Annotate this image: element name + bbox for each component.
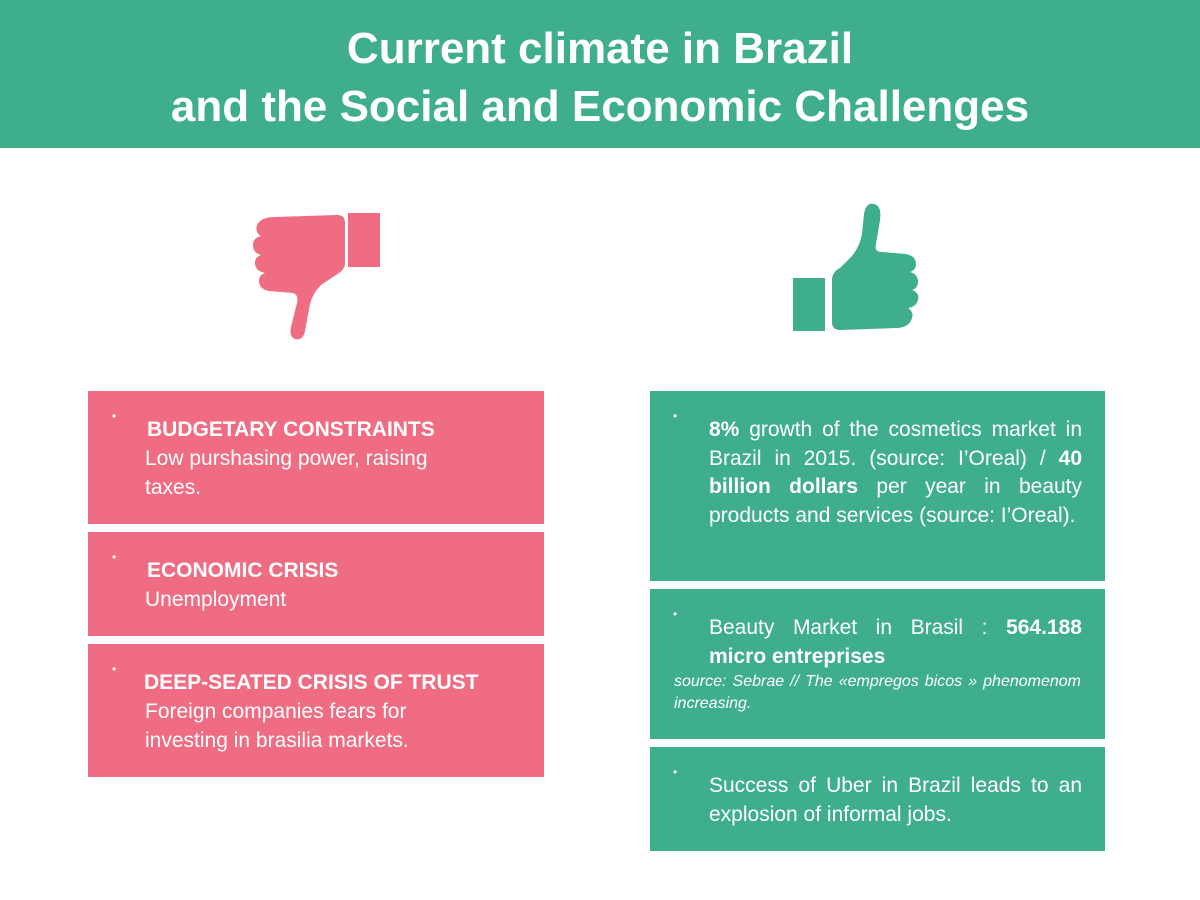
thumbs-up-icon [793,203,919,331]
bullet-icon: • [673,765,678,779]
source-note: source: Sebrae // The «empregos bicos » … [674,673,1081,712]
challenge-title: DEEP-SEATED CRISIS OF TRUST [144,671,479,694]
opportunity-text: 8% growth of the cosmetics market in Bra… [709,418,1083,527]
bullet-icon: • [673,409,678,423]
opportunity-card: • Success of Uber in Brazil leads to an … [650,747,1105,851]
challenge-card: • BUDGETARY CONSTRAINTS Low purshasing p… [88,391,544,524]
challenge-card: • DEEP-SEATED CRISIS OF TRUST Foreign co… [88,644,544,777]
challenge-text: Unemployment [145,588,287,611]
challenge-text: Low purshasing power, raising taxes. [145,447,428,499]
challenge-card: • ECONOMIC CRISIS Unemployment [88,532,544,636]
opportunity-card: • Beauty Market in Brasil : 564.188 micr… [650,589,1105,739]
bullet-icon: • [112,662,117,676]
bullet-icon: • [673,607,678,621]
opportunity-text: Success of Uber in Brazil leads to an ex… [709,774,1082,826]
challenge-title: BUDGETARY CONSTRAINTS [147,418,435,441]
bullet-icon: • [112,550,117,564]
thumbs-down-icon [253,213,380,340]
page-title-line-1: Current climate in Brazil [346,24,854,73]
opportunity-card: • 8% growth of the cosmetics market in B… [650,391,1105,581]
page-title-line-2: and the Social and Economic Challenges [170,82,1030,131]
challenge-title: ECONOMIC CRISIS [147,559,339,582]
title-banner: Current climate in Brazil and the Social… [0,0,1200,148]
challenge-text: Foreign companies fears for investing in… [145,700,409,752]
opportunity-text: Beauty Market in Brasil : 564.188 micro … [709,616,1082,668]
bullet-icon: • [112,409,117,423]
